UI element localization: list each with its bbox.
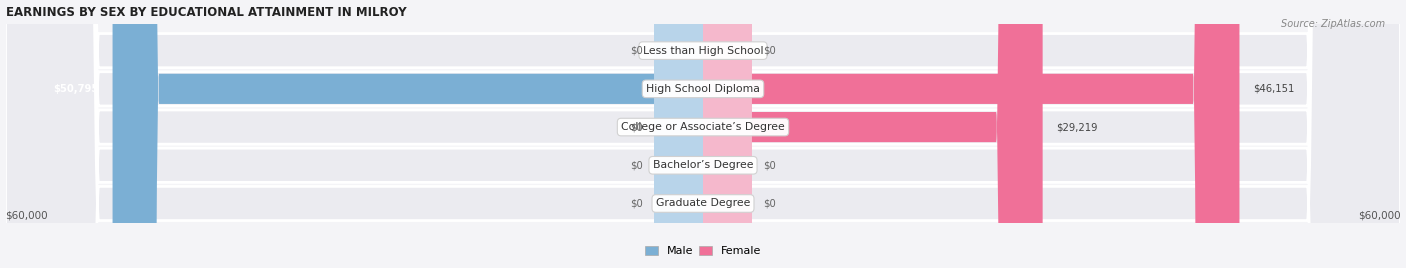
Text: $60,000: $60,000 — [1358, 210, 1400, 220]
Text: $50,795: $50,795 — [53, 84, 98, 94]
FancyBboxPatch shape — [703, 0, 752, 268]
Text: $0: $0 — [630, 160, 643, 170]
Text: $0: $0 — [763, 46, 776, 56]
FancyBboxPatch shape — [6, 0, 1400, 268]
Text: Graduate Degree: Graduate Degree — [655, 199, 751, 209]
FancyBboxPatch shape — [654, 0, 703, 268]
Text: Source: ZipAtlas.com: Source: ZipAtlas.com — [1281, 19, 1385, 29]
Text: EARNINGS BY SEX BY EDUCATIONAL ATTAINMENT IN MILROY: EARNINGS BY SEX BY EDUCATIONAL ATTAINMEN… — [6, 6, 406, 18]
FancyBboxPatch shape — [6, 0, 1400, 268]
Text: $0: $0 — [630, 199, 643, 209]
Text: $0: $0 — [630, 122, 643, 132]
FancyBboxPatch shape — [6, 0, 1400, 268]
Text: $46,151: $46,151 — [1253, 84, 1295, 94]
FancyBboxPatch shape — [703, 0, 752, 268]
FancyBboxPatch shape — [654, 0, 703, 268]
FancyBboxPatch shape — [654, 0, 703, 268]
Text: $60,000: $60,000 — [6, 210, 48, 220]
FancyBboxPatch shape — [703, 0, 1240, 268]
Text: $0: $0 — [763, 199, 776, 209]
Text: Less than High School: Less than High School — [643, 46, 763, 56]
Text: $0: $0 — [630, 46, 643, 56]
Text: $0: $0 — [763, 160, 776, 170]
Text: $29,219: $29,219 — [1056, 122, 1098, 132]
FancyBboxPatch shape — [703, 0, 752, 268]
FancyBboxPatch shape — [703, 0, 1043, 268]
Text: High School Diploma: High School Diploma — [647, 84, 759, 94]
FancyBboxPatch shape — [6, 0, 1400, 268]
FancyBboxPatch shape — [654, 0, 703, 268]
FancyBboxPatch shape — [112, 0, 703, 268]
Legend: Male, Female: Male, Female — [640, 241, 766, 261]
FancyBboxPatch shape — [6, 0, 1400, 268]
Text: Bachelor’s Degree: Bachelor’s Degree — [652, 160, 754, 170]
Text: College or Associate’s Degree: College or Associate’s Degree — [621, 122, 785, 132]
